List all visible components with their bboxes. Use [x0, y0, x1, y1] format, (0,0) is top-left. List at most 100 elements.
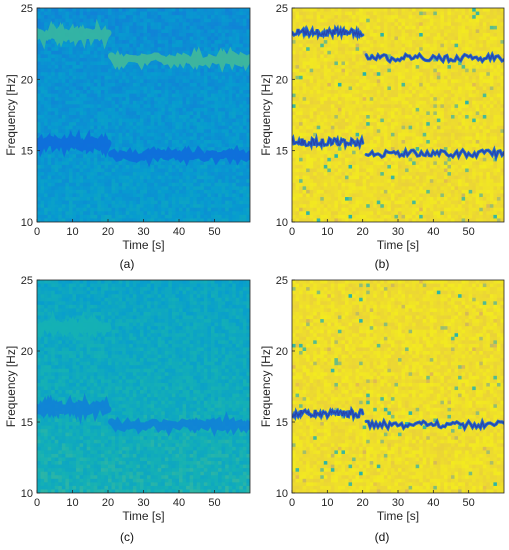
heatmap-cell [122, 8, 127, 13]
heatmap-cell [54, 214, 59, 220]
heatmap-cell [186, 104, 191, 109]
heatmap-cell [221, 104, 226, 109]
heatmap-cell [186, 207, 191, 212]
heatmap-cell [44, 11, 49, 16]
heatmap-cell [79, 75, 84, 80]
heatmap-cell [320, 68, 325, 73]
heatmap-cell [132, 147, 137, 152]
heatmap-cell [61, 211, 66, 216]
heatmap-cell [104, 214, 109, 220]
heatmap-cell [72, 65, 77, 70]
heatmap-cell [218, 161, 223, 166]
heatmap-cell [37, 204, 42, 209]
heatmap-cell [157, 90, 162, 95]
heatmap-cell [366, 75, 371, 80]
heatmap-cell [179, 129, 184, 134]
heatmap-cell [345, 129, 350, 134]
heatmap-cell [157, 100, 162, 105]
heatmap-cell [108, 100, 113, 105]
heatmap-cell [100, 172, 106, 177]
heatmap-cell [44, 25, 49, 30]
heatmap-cell [309, 97, 314, 102]
heatmap-cell [228, 86, 233, 91]
heatmap-cell [316, 115, 321, 120]
heatmap-cell [72, 61, 77, 66]
heatmap-cell [235, 36, 240, 41]
heatmap-cell [341, 214, 346, 220]
heatmap-cell [161, 86, 166, 91]
heatmap-cell [210, 82, 216, 88]
heatmap-cell [157, 157, 162, 162]
heatmap-cell [108, 204, 113, 209]
heatmap-cell [132, 168, 137, 173]
heatmap-cell [306, 104, 311, 109]
heatmap-cell [125, 22, 130, 27]
heatmap-cell [118, 118, 123, 123]
heatmap-cell [200, 211, 205, 216]
heatmap-cell [214, 93, 219, 98]
heatmap-cell [108, 47, 113, 52]
heatmap-cell [72, 207, 77, 212]
heatmap-cell [200, 161, 205, 166]
heatmap-cell [362, 150, 367, 155]
heatmap-cell [352, 25, 357, 30]
heatmap-cell [214, 182, 219, 187]
heatmap-cell [54, 15, 59, 20]
heatmap-cell [129, 207, 134, 212]
heatmap-cell [337, 218, 343, 222]
heatmap-cell [136, 115, 141, 120]
heatmap-cell [210, 15, 216, 20]
heatmap-cell [239, 214, 244, 220]
heatmap-cell [345, 189, 350, 195]
heatmap-cell [115, 93, 120, 98]
heatmap-cell [147, 107, 152, 113]
heatmap-cell [122, 161, 127, 166]
heatmap-cell [292, 50, 297, 55]
heatmap-cell [139, 22, 145, 27]
heatmap-cell [186, 175, 191, 180]
heatmap-cell [302, 104, 307, 109]
heatmap-cell [323, 50, 328, 55]
heatmap-cell [337, 161, 343, 166]
heatmap-cell [54, 186, 59, 191]
heatmap-cell [161, 147, 166, 152]
heatmap-cell [302, 79, 307, 84]
heatmap-cell [355, 18, 360, 23]
heatmap-cell [327, 214, 332, 220]
heatmap-cell [306, 107, 311, 113]
heatmap-cell [68, 57, 74, 63]
heatmap-cell [182, 82, 187, 88]
heatmap-cell [175, 122, 180, 127]
heatmap-cell [330, 111, 335, 116]
heatmap-cell [313, 175, 318, 180]
heatmap-cell [161, 193, 166, 198]
heatmap-cell [168, 72, 173, 77]
heatmap-cell [37, 82, 42, 88]
heatmap-cell [40, 200, 45, 205]
heatmap-cell [125, 40, 130, 45]
heatmap-cell [221, 157, 226, 162]
heatmap-cell [337, 122, 343, 127]
heatmap-cell [37, 104, 42, 109]
heatmap-cell [359, 161, 364, 166]
heatmap-cell [72, 168, 77, 173]
heatmap-cell [196, 175, 201, 180]
heatmap-cell [54, 197, 59, 202]
heatmap-cell [359, 25, 364, 30]
heatmap-cell [175, 72, 180, 77]
heatmap-cell [104, 200, 109, 205]
heatmap-cell [323, 200, 328, 205]
heatmap-cell [93, 132, 98, 137]
heatmap-cell [93, 15, 98, 20]
heatmap-cell [154, 136, 159, 141]
heatmap-cell [44, 150, 49, 155]
heatmap-cell [86, 193, 91, 198]
heatmap-cell [196, 182, 201, 187]
heatmap-cell [93, 161, 98, 166]
heatmap-cell [235, 32, 240, 38]
heatmap-cell [292, 68, 297, 73]
heatmap-cell [239, 147, 244, 152]
heatmap-cell [147, 65, 152, 70]
heatmap-cell [327, 15, 332, 20]
heatmap-cell [313, 25, 318, 30]
